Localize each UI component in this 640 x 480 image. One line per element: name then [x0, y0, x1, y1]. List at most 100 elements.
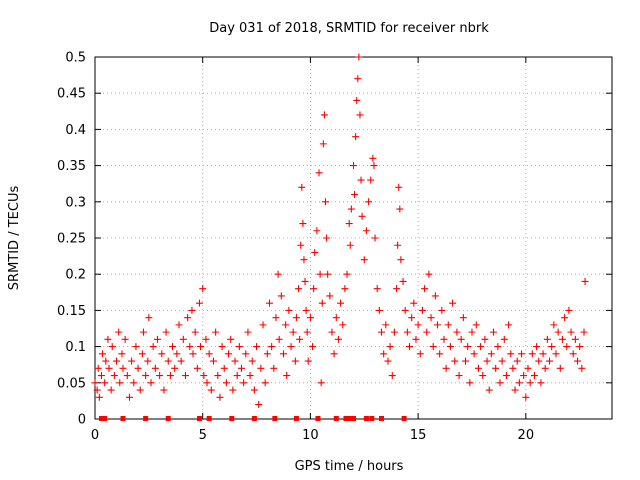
x-tick-label: 0 — [91, 428, 99, 443]
y-tick-label: 0.2 — [65, 268, 86, 283]
gap-marker — [315, 416, 321, 421]
data-point — [507, 350, 515, 358]
data-point — [94, 364, 102, 372]
data-point — [511, 386, 519, 394]
data-point — [189, 350, 197, 358]
data-point — [351, 191, 359, 199]
data-point — [451, 357, 459, 365]
data-point — [244, 328, 252, 336]
data-point — [337, 299, 345, 307]
gap-marker — [165, 416, 171, 421]
data-point — [317, 379, 325, 387]
data-point — [282, 321, 290, 329]
data-point — [581, 277, 589, 285]
data-point — [474, 364, 482, 372]
data-point — [355, 53, 363, 61]
data-point — [468, 328, 476, 336]
x-tick-label: 20 — [518, 428, 535, 443]
data-point — [393, 285, 401, 293]
data-point — [509, 364, 517, 372]
gap-marker — [346, 416, 352, 421]
data-point — [171, 364, 179, 372]
data-point — [147, 379, 155, 387]
data-point — [153, 335, 161, 343]
data-point — [561, 314, 569, 322]
data-point — [505, 321, 513, 329]
axis-ticks: 0 0.05 0.1 0.15 0.2 0.25 0.3 0.35 0.4 0.45 0.5 0 5 10… — [57, 51, 612, 443]
data-point — [237, 364, 245, 372]
gap-marker — [379, 416, 385, 421]
data-point — [356, 111, 364, 119]
data-point — [164, 357, 172, 365]
data-point — [339, 321, 347, 329]
data-point — [304, 357, 312, 365]
gap-marker — [98, 416, 104, 421]
data-point — [357, 176, 365, 184]
gap-marker — [369, 416, 375, 421]
data-point — [394, 241, 402, 249]
data-point — [216, 393, 224, 401]
y-axis-label: SRMTID / TECUs — [7, 186, 22, 291]
data-point — [384, 357, 392, 365]
data-point — [442, 364, 450, 372]
data-point — [118, 350, 126, 358]
data-point — [515, 379, 523, 387]
data-point — [535, 357, 543, 365]
data-point — [132, 343, 140, 351]
x-tick-label: 15 — [410, 428, 427, 443]
data-point — [169, 343, 177, 351]
data-point — [362, 227, 370, 235]
data-point — [429, 343, 437, 351]
data-point — [567, 328, 575, 336]
data-point — [151, 364, 159, 372]
y-tick-label: 0.5 — [65, 51, 86, 66]
data-point — [390, 328, 398, 336]
data-point — [156, 372, 164, 380]
data-point — [145, 314, 153, 322]
data-point — [464, 343, 472, 351]
data-point — [315, 169, 323, 177]
data-point — [184, 314, 192, 322]
data-point — [490, 328, 498, 336]
gap-marker — [229, 416, 235, 421]
data-point — [220, 364, 228, 372]
y-tick-label: 0.1 — [65, 340, 86, 355]
data-point — [291, 357, 299, 365]
data-point — [125, 393, 133, 401]
y-tick-label: 0.15 — [57, 304, 86, 319]
data-point — [263, 350, 271, 358]
data-point — [310, 285, 318, 293]
data-point — [128, 357, 136, 365]
y-tick-label: 0.3 — [65, 195, 86, 210]
x-tick-label: 5 — [199, 428, 207, 443]
data-point — [272, 314, 280, 322]
y-tick-label: 0.45 — [57, 87, 86, 102]
data-point — [330, 350, 338, 358]
data-point — [354, 75, 362, 83]
gap-marker — [293, 416, 299, 421]
data-point — [93, 386, 101, 394]
data-point — [481, 335, 489, 343]
data-point — [134, 364, 142, 372]
gap-marker — [102, 416, 108, 421]
data-point — [300, 256, 308, 264]
data-point — [188, 306, 196, 314]
data-point — [427, 314, 435, 322]
data-point — [483, 357, 491, 365]
data-point — [107, 386, 115, 394]
data-point — [285, 306, 293, 314]
data-point — [502, 372, 510, 380]
data-point — [306, 314, 314, 322]
data-point — [563, 343, 571, 351]
data-point — [459, 314, 467, 322]
data-point — [319, 140, 327, 148]
data-point — [543, 335, 551, 343]
data-point — [91, 379, 99, 387]
data-point — [320, 111, 328, 119]
y-tick-label: 0.4 — [65, 123, 86, 138]
gap-marker — [343, 416, 349, 421]
data-point — [539, 350, 547, 358]
data-point — [386, 343, 394, 351]
data-point — [421, 285, 429, 293]
data-point — [115, 328, 123, 336]
